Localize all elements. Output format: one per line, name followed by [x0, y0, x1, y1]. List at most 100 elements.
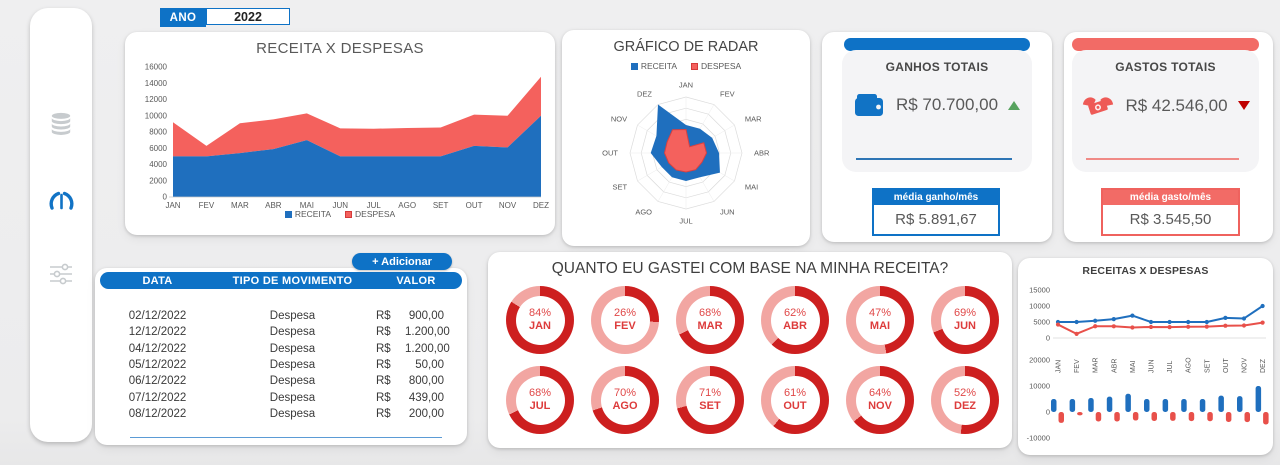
table-row: 02/12/2022 Despesa R$ 900,00 — [100, 308, 462, 324]
add-movement-button[interactable]: + Adicionar — [352, 253, 452, 270]
gauge-month: MAI — [869, 320, 891, 332]
cell-currency: R$ — [376, 407, 391, 420]
svg-text:FEV: FEV — [1074, 359, 1081, 373]
gauge-month: DEZ — [954, 400, 976, 412]
svg-text:4000: 4000 — [149, 160, 167, 169]
gauge-center: 64% NOV — [855, 375, 905, 425]
gauge-center: 68% MAR — [685, 295, 735, 345]
gauge-center: 61% OUT — [770, 375, 820, 425]
media-ganho-label: média ganho/mês — [874, 190, 998, 205]
gauge-percent: 68% — [528, 387, 552, 400]
sliders-icon-glyph — [50, 263, 72, 285]
svg-text:20000: 20000 — [1029, 356, 1050, 365]
year-input[interactable] — [206, 8, 290, 25]
database-icon-glyph — [51, 112, 71, 135]
svg-text:NOV: NOV — [1242, 358, 1249, 374]
gauge-month: SET — [699, 400, 721, 412]
cell-valor: 439,00 — [408, 391, 444, 404]
sidebar — [30, 8, 92, 442]
gauge-percent: 62% — [783, 307, 807, 320]
gauges-title: QUANTO EU GASTEI COM BASE NA MINHA RECEI… — [551, 260, 949, 277]
gastos-underline — [1086, 158, 1239, 160]
gauge-month: FEV — [614, 320, 636, 332]
svg-text:MAR: MAR — [1093, 357, 1100, 373]
cell-data: 05/12/2022 — [128, 359, 187, 372]
cell-data: 08/12/2022 — [128, 407, 187, 420]
sliders-icon[interactable] — [46, 259, 76, 289]
table-row: 05/12/2022 Despesa R$ 50,00 — [100, 357, 462, 373]
trend-down-icon — [1237, 101, 1250, 110]
gauge-dez: 52% DEZ — [931, 366, 999, 434]
svg-text:12000: 12000 — [145, 95, 168, 104]
gauge-month: AGO — [612, 400, 638, 412]
legend-despesa: DESPESA — [345, 209, 395, 219]
svg-text:0: 0 — [163, 193, 168, 202]
cell-currency: R$ — [376, 326, 391, 339]
year-label: ANO — [160, 8, 206, 27]
gauge-center: 26% FEV — [600, 295, 650, 345]
gauge-mar: 68% MAR — [676, 286, 744, 354]
svg-text:MAR: MAR — [745, 115, 762, 124]
cell-data: 04/12/2022 — [128, 342, 187, 355]
gauge-month: ABR — [783, 320, 807, 332]
cell-currency: R$ — [376, 391, 391, 404]
table-row: 12/12/2022 Despesa R$ 1.200,00 — [100, 324, 462, 340]
cell-tipo: Despesa — [269, 326, 316, 339]
svg-text:JAN: JAN — [1056, 360, 1063, 373]
svg-text:15000: 15000 — [1029, 286, 1050, 295]
svg-text:JUN: JUN — [1149, 359, 1156, 373]
col-data: DATA — [142, 274, 173, 287]
gauge-month: JUN — [953, 320, 976, 332]
gastos-inner-card: GASTOS TOTAIS R$ 42.546,00 — [1072, 50, 1259, 172]
gauge-center: 47% MAI — [855, 295, 905, 345]
svg-text:16000: 16000 — [145, 63, 168, 72]
gauge-month: JUL — [529, 400, 551, 412]
table-row: 06/12/2022 Despesa R$ 800,00 — [100, 373, 462, 389]
svg-text:OUT: OUT — [466, 201, 483, 209]
svg-text:AGO: AGO — [398, 201, 416, 209]
svg-text:OUT: OUT — [1223, 358, 1230, 374]
database-icon[interactable] — [46, 109, 76, 139]
gauge-percent: 64% — [868, 387, 892, 400]
gastos-title: GASTOS TOTAIS — [1115, 60, 1216, 74]
mini-charts-canvas: 0 5000 10000 15000 JAN FEV MAR ABR MAI JUN JUL AGO S… — [1027, 286, 1269, 443]
gauge-percent: 68% — [698, 307, 722, 320]
cell-valor: 50,00 — [415, 359, 444, 372]
media-gasto-box: média gasto/mês R$ 3.545,50 — [1101, 188, 1240, 236]
gauge-abr: 62% ABR — [761, 286, 829, 354]
gauges-row-1: 84% JAN 26% FEV 68% MAR 62% ABR 47% MAI 69% JUN — [506, 286, 999, 354]
media-gasto-label: média gasto/mês — [1103, 190, 1238, 205]
svg-text:ABR: ABR — [1111, 359, 1118, 373]
receita-swatch — [630, 62, 638, 70]
radar-chart-legend: RECEITA DESPESA — [562, 61, 810, 71]
area-chart-legend: RECEITA DESPESA — [125, 209, 555, 219]
gauge-icon[interactable] — [46, 185, 76, 215]
svg-text:AGO: AGO — [1186, 357, 1193, 373]
gauge-percent: 26% — [613, 307, 637, 320]
area-chart-title: RECEITA X DESPESAS — [256, 40, 424, 57]
gauge-percent: 71% — [698, 387, 722, 400]
svg-text:OUT: OUT — [602, 149, 618, 158]
gauge-percent: 70% — [613, 387, 637, 400]
cell-tipo: Despesa — [269, 342, 316, 355]
gauge-month: NOV — [868, 400, 892, 412]
legend-despesa: DESPESA — [691, 61, 741, 71]
svg-text:0: 0 — [1046, 334, 1050, 343]
gauge-percent: 52% — [953, 387, 977, 400]
cell-valor: 200,00 — [408, 407, 444, 420]
svg-text:JAN: JAN — [165, 201, 180, 209]
cell-currency: R$ — [376, 310, 391, 323]
svg-text:NOV: NOV — [611, 115, 627, 124]
movements-table-panel: DATA TIPO DE MOVIMENTO VALOR 02/12/2022 D… — [95, 268, 467, 445]
gauge-icon-glyph — [49, 191, 73, 210]
gauge-month: MAR — [697, 320, 723, 332]
cell-tipo: Despesa — [269, 310, 316, 323]
col-valor: VALOR — [396, 274, 436, 287]
cell-valor: 1.200,00 — [405, 326, 450, 339]
area-chart-panel: RECEITA X DESPESAS 0 2000 4000 6000 8000 1000… — [125, 32, 555, 235]
gauge-center: 71% SET — [685, 375, 735, 425]
ganhos-title: GANHOS TOTAIS — [885, 60, 989, 74]
gauge-percent: 61% — [783, 387, 807, 400]
svg-text:AGO: AGO — [635, 207, 652, 216]
